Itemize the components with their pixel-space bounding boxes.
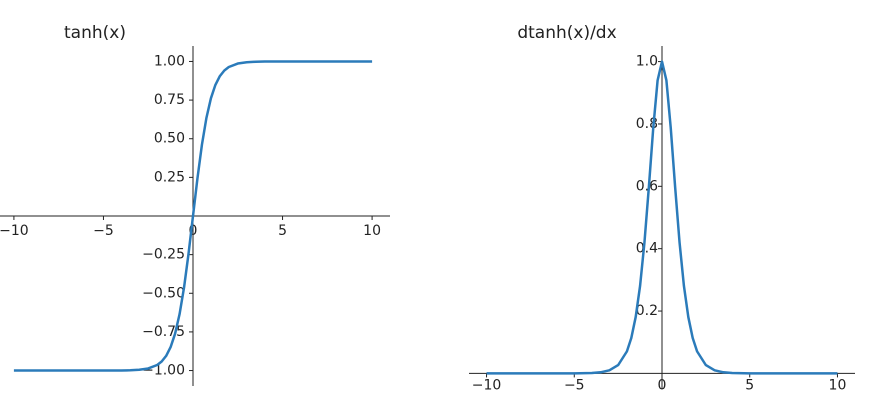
chart-title: tanh(x) bbox=[64, 23, 126, 43]
y-tick-label: 0.75 bbox=[154, 92, 185, 108]
y-tick-label: −0.25 bbox=[142, 247, 185, 263]
x-tick-label: 0 bbox=[189, 223, 198, 239]
y-tick-label: 0.50 bbox=[154, 131, 185, 147]
x-tick-label: −5 bbox=[93, 223, 114, 239]
y-tick-label: 1.00 bbox=[154, 53, 185, 69]
x-tick-label: −10 bbox=[0, 223, 29, 239]
y-tick-label: −1.00 bbox=[142, 363, 185, 379]
x-tick-label: 5 bbox=[745, 377, 754, 393]
chart-title: dtanh(x)/dx bbox=[517, 23, 616, 43]
x-tick-label: 0 bbox=[658, 377, 667, 393]
y-tick-label: 0.4 bbox=[636, 241, 658, 257]
x-tick-label: 10 bbox=[829, 377, 847, 393]
y-tick-label: −0.50 bbox=[142, 285, 185, 301]
y-tick-label: 0.6 bbox=[636, 178, 658, 194]
y-tick-label: −0.75 bbox=[142, 324, 185, 340]
x-tick-label: 5 bbox=[278, 223, 287, 239]
x-tick-label: −5 bbox=[564, 377, 585, 393]
y-tick-label: 1.0 bbox=[636, 54, 658, 70]
x-tick-label: −10 bbox=[472, 377, 502, 393]
curve bbox=[486, 60, 838, 375]
x-tick-label: 10 bbox=[363, 223, 381, 239]
y-tick-label: 0.25 bbox=[154, 169, 185, 185]
y-tick-label: 0.2 bbox=[636, 303, 658, 319]
curve bbox=[13, 60, 373, 372]
